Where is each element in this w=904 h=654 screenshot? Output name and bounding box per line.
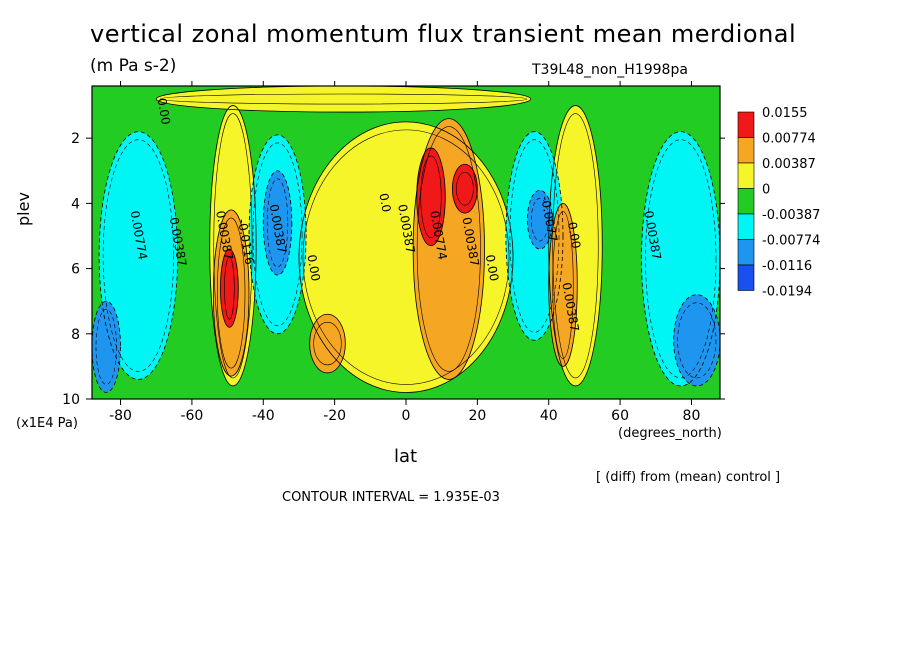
chart-title: vertical zonal momentum flux transient m… <box>90 20 797 48</box>
region-blue-left <box>92 301 121 393</box>
x-tick-label: -20 <box>323 408 346 424</box>
region-blue-far-right <box>673 294 720 386</box>
legend-label-1: 0.00774 <box>762 132 816 147</box>
region-cyan-left <box>99 131 178 380</box>
contour-line-inner-yellow-right <box>552 113 599 379</box>
legend-label-7: -0.0194 <box>762 285 812 300</box>
contour-line-orange-left <box>212 209 250 377</box>
y-tick-label: 6 <box>71 262 80 278</box>
contour-line-inner-yellow-midleft <box>213 113 253 379</box>
contour-line-inner-cyan-left <box>102 139 174 372</box>
contour-line-inner-orange-center <box>416 126 481 372</box>
contour-line-red-center-2 <box>451 163 478 214</box>
region-red-center-2 <box>452 164 478 214</box>
x-tick-label: 40 <box>540 408 558 424</box>
x-tick-label: 20 <box>468 408 486 424</box>
legend-swatch-5 <box>737 239 755 266</box>
y-axis-unit: (x1E4 Pa) <box>16 416 78 431</box>
contour-line-inner-blue-left <box>95 308 117 385</box>
x-tick-label: 80 <box>683 408 701 424</box>
x-axis-unit: (degrees_north) <box>618 426 722 441</box>
contour-line-inner-blue-far-right <box>677 302 717 379</box>
y-tick-label: 4 <box>71 196 80 212</box>
x-tick-label: -40 <box>252 408 275 424</box>
x-tick-label: 60 <box>611 408 629 424</box>
legend-label-5: -0.00774 <box>762 234 820 249</box>
legend-label-6: -0.0116 <box>762 259 812 274</box>
contour-line-inner-orange-low <box>313 321 342 366</box>
contour-line-yellow-center <box>298 121 514 393</box>
y-tick-label: 10 <box>62 392 80 408</box>
legend-label-2: 0.00387 <box>762 157 816 172</box>
legend-label-0: 0.0155 <box>762 106 808 121</box>
legend-label-3: 0 <box>762 183 770 198</box>
x-tick-label: -80 <box>109 408 132 424</box>
contour-line-orange-low <box>309 313 346 374</box>
contour-label-6: 0.00 <box>304 254 322 283</box>
contour-line-inner-red-center <box>420 155 442 239</box>
contour-line-cyan-left <box>98 131 179 380</box>
contour-line-blue-left <box>92 300 121 393</box>
contour-line-inner-cyan-right <box>509 139 560 333</box>
legend-swatch-0 <box>737 111 755 138</box>
contour-line-yellow-midleft <box>209 105 257 387</box>
contour-line-inner-yellow-center <box>302 129 510 385</box>
contour-label-0: 0.00 <box>155 97 173 126</box>
run-label: T39L48_non_H1998pa <box>532 62 688 78</box>
region-orange-low <box>309 314 346 373</box>
contour-line-cyan-right <box>505 131 564 341</box>
y-tick-label: 8 <box>71 327 80 343</box>
contour-line-inner-cyan-mid <box>252 142 303 327</box>
contour-label-7: 0.0 <box>376 192 393 213</box>
contour-interval: CONTOUR INTERVAL = 1.935E-03 <box>282 490 500 505</box>
diff-note: [ (diff) from (mean) control ] <box>596 470 781 485</box>
contour-line-cyan-mid <box>248 134 307 335</box>
contour-line-orange-center <box>412 118 485 380</box>
contour-line-inner-orange-left <box>217 217 246 369</box>
contour-line-inner-blue-right <box>531 198 549 242</box>
region-orange-right <box>548 203 578 367</box>
legend-swatch-1 <box>737 137 755 164</box>
x-tick-label: 0 <box>402 408 411 424</box>
contour-line-blue-right <box>526 189 553 250</box>
contour-line-inner-yellow-top-band <box>159 93 528 105</box>
contour-line-blue-mid <box>262 170 293 276</box>
contour-line-yellow-top-band <box>155 86 532 113</box>
contour-line-inner-blue-mid <box>266 178 289 268</box>
x-tick-label: -60 <box>180 408 203 424</box>
legend-label-4: -0.00387 <box>762 208 820 223</box>
contour-line-inner-red-center-2 <box>456 171 474 206</box>
contour-line-yellow-right <box>548 105 603 387</box>
contour-line-red-center <box>416 147 446 247</box>
contour-line-inner-cyan-far-right <box>645 139 717 379</box>
chart-units: (m Pa s-2) <box>90 56 177 76</box>
region-yellow-top-band <box>156 86 531 113</box>
contour-line-inner-red-left <box>224 256 235 320</box>
contour-label-11: 0.00 <box>483 254 501 283</box>
region-blue-mid <box>263 170 292 276</box>
contour-line-inner-orange-right <box>552 211 574 359</box>
contour-label-13: 0.00 <box>565 221 583 250</box>
x-axis-label: lat <box>394 446 418 467</box>
legend-swatch-2 <box>737 162 755 189</box>
legend-swatch-6 <box>737 264 755 291</box>
y-tick-label: 2 <box>71 131 80 147</box>
contour-line-red-left <box>220 248 239 328</box>
contour-line-orange-right <box>548 202 578 367</box>
region-red-left <box>220 249 239 328</box>
legend-swatch-3 <box>737 188 755 215</box>
legend-swatch-4 <box>737 213 755 240</box>
